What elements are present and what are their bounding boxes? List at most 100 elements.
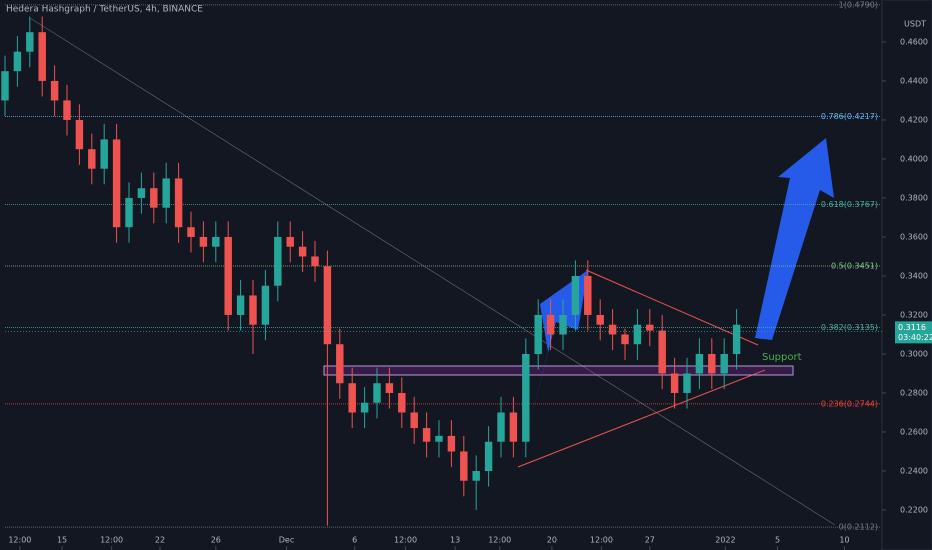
candle-body [298, 246, 307, 257]
candle-body [646, 324, 654, 331]
candle-body [274, 236, 282, 286]
y-tick-label: 0.3000 [900, 349, 928, 358]
candle-body [187, 227, 195, 237]
candle-body [112, 139, 121, 228]
candle-body [658, 330, 666, 374]
candle-body [150, 188, 158, 208]
x-tick-label: 12:00 [488, 536, 511, 545]
y-tick-label: 0.3400 [900, 271, 928, 280]
y-tick-label: 0.3600 [900, 232, 928, 241]
last-price-label: 0.3116 [898, 323, 926, 332]
candle-body [13, 51, 22, 72]
candle-body [522, 353, 530, 442]
candle-body [373, 383, 381, 403]
countdown-label: 03:40:22 [898, 333, 932, 342]
support-zone [323, 365, 794, 376]
candle-body [261, 285, 270, 325]
fib-label: 0.382(0.3135) [821, 323, 878, 332]
x-tick-label: 5 [775, 536, 780, 545]
candle-body [286, 236, 294, 247]
x-tick-label: 12:00 [394, 536, 417, 545]
y-tick-label: 0.4000 [900, 154, 928, 163]
candle-body [360, 402, 369, 413]
candle-body [708, 353, 716, 374]
x-tick-label: 27 [645, 536, 655, 545]
price-axis [881, 0, 932, 550]
candle-body [38, 32, 46, 81]
candle-body [162, 178, 170, 208]
last-price-box [895, 321, 932, 344]
candle-body [63, 100, 71, 120]
candle-body [50, 80, 59, 101]
candle-body [75, 119, 84, 150]
candle-body [621, 334, 629, 345]
candle-body [1, 71, 9, 101]
candle-body [348, 383, 356, 413]
arrow-target [755, 138, 834, 340]
candle-body [100, 139, 108, 169]
y-tick-label: 0.2600 [900, 427, 928, 436]
candle-body [422, 428, 431, 442]
candle-body [398, 392, 406, 413]
candle-body [336, 344, 344, 384]
candle-body [484, 441, 493, 471]
fib-label: 0.786(0.4217) [821, 112, 878, 121]
candle-body [447, 435, 456, 452]
y-tick-label: 0.2200 [900, 505, 928, 514]
x-tick-label: Dec [279, 536, 294, 545]
x-tick-label: 22 [155, 536, 165, 545]
trend-line [29, 17, 836, 526]
fib-label: 0.618(0.3767) [821, 200, 878, 209]
candle-body [249, 295, 257, 325]
candle-body [546, 314, 555, 335]
y-tick-label: 0.2800 [900, 388, 928, 397]
y-tick-label: 0.3800 [900, 193, 928, 202]
fib-label: 0.5(0.3451) [831, 262, 878, 271]
candle-body [559, 314, 567, 335]
candle-body [509, 412, 518, 442]
candle-body [435, 435, 443, 442]
candle-body [460, 451, 468, 481]
y-tick-label: 0.3200 [900, 310, 928, 319]
candle-body [472, 470, 480, 481]
candle-body [596, 314, 604, 325]
candle-body [174, 178, 183, 228]
candle-body [26, 32, 34, 52]
candle-body [670, 373, 679, 393]
x-tick-label: 12:00 [100, 536, 123, 545]
candle-body [608, 324, 617, 335]
x-tick-label: 20 [547, 536, 557, 545]
x-tick-label: 2022 [715, 536, 735, 545]
candle-body [323, 266, 332, 345]
fib-label: 1(0.4790) [839, 0, 878, 9]
candle-body [88, 149, 96, 169]
arrow-up [518, 270, 588, 468]
candle-body [695, 353, 704, 374]
candle-body [236, 295, 245, 315]
y-tick-label: 0.4400 [900, 76, 928, 85]
candle-body [720, 353, 728, 374]
fib-label: 0.236(0.2744) [821, 399, 878, 408]
x-tick-label: 26 [211, 536, 221, 545]
fib-label: 0(0.2112) [839, 523, 878, 532]
x-tick-label: 12:00 [590, 536, 613, 545]
x-tick-label: 15 [57, 536, 67, 545]
candle-body [212, 236, 220, 247]
candle-body [385, 383, 394, 393]
support-label: Support [762, 352, 802, 363]
x-tick-label: 6 [352, 536, 357, 545]
y-tick-label: 0.2400 [900, 466, 928, 475]
y-tick-label: 0.4200 [900, 115, 928, 124]
candle-body [584, 275, 592, 315]
x-tick-label: 10 [839, 536, 849, 545]
candle-body [125, 197, 133, 228]
candle-body [683, 373, 691, 393]
candle-body [571, 275, 580, 315]
candle-body [311, 256, 319, 267]
candle-body [137, 188, 146, 198]
candle-body [497, 412, 505, 442]
candle-body [732, 324, 741, 354]
candle-body [410, 412, 418, 429]
